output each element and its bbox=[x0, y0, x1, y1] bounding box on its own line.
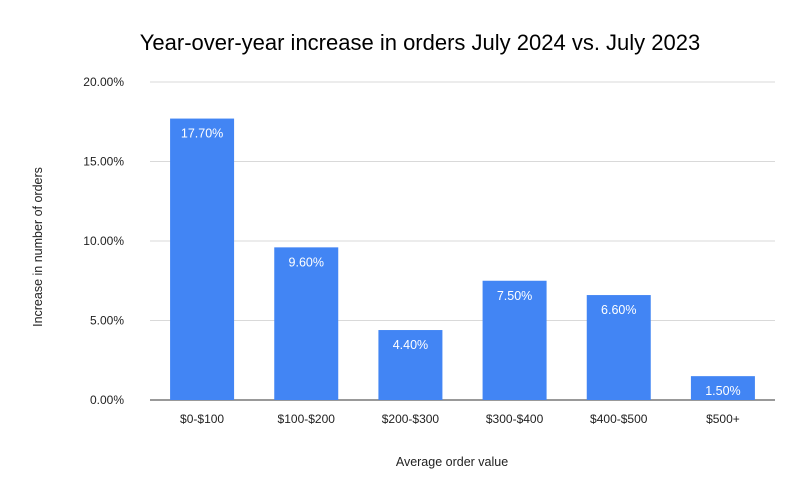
bar bbox=[378, 330, 443, 400]
x-tick-label: $100-$200 bbox=[278, 412, 336, 426]
gridlines bbox=[150, 81, 775, 401]
x-axis-ticks: $0-$100 $100-$200 $200-$300 $300-$400 $400-$… bbox=[180, 412, 740, 426]
bar-data-label: 17.70% bbox=[181, 127, 223, 141]
x-tick-label: $400-$500 bbox=[590, 412, 648, 426]
bars: 17.70% 9.60% 4.40% 7.50% 6.60% 1.50% bbox=[170, 118, 755, 400]
y-tick-label: 0.00% bbox=[90, 393, 124, 407]
bar bbox=[274, 247, 339, 400]
x-tick-label: $200-$300 bbox=[382, 412, 440, 426]
x-tick-label: $300-$400 bbox=[486, 412, 544, 426]
bar-data-label: 6.60% bbox=[601, 303, 636, 317]
bar-data-label: 1.50% bbox=[705, 384, 740, 398]
bar bbox=[170, 118, 235, 400]
x-axis-label: Average order value bbox=[396, 455, 508, 469]
y-tick-label: 20.00% bbox=[83, 75, 124, 89]
chart-title: Year-over-year increase in orders July 2… bbox=[140, 30, 700, 55]
bar bbox=[690, 376, 755, 400]
y-tick-label: 10.00% bbox=[83, 234, 124, 248]
bar bbox=[586, 295, 651, 400]
y-axis-ticks: 0.00% 5.00% 10.00% 15.00% 20.00% bbox=[83, 75, 124, 407]
y-tick-label: 5.00% bbox=[90, 314, 124, 328]
y-axis-label: Increase in number of orders bbox=[31, 167, 45, 327]
bar-data-label: 4.40% bbox=[393, 338, 428, 352]
bar-data-label: 9.60% bbox=[289, 255, 324, 269]
bar bbox=[482, 280, 547, 400]
x-tick-label: $0-$100 bbox=[180, 412, 224, 426]
x-tick-label: $500+ bbox=[706, 412, 740, 426]
y-tick-label: 15.00% bbox=[83, 155, 124, 169]
bar-data-label: 7.50% bbox=[497, 289, 532, 303]
